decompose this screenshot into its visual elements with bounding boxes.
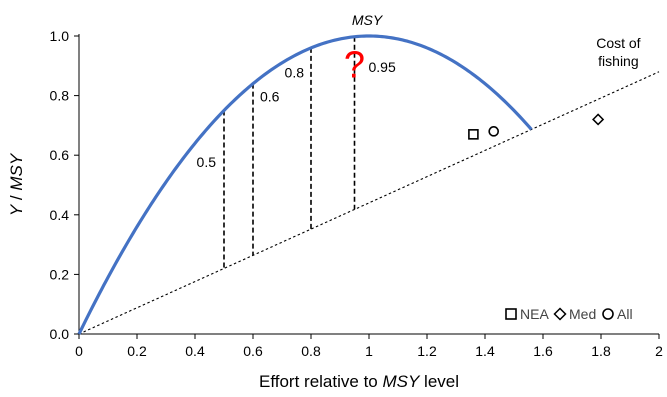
y-axis-title: Y / MSY	[7, 152, 26, 216]
y-tick-label: 0.6	[50, 147, 70, 163]
cost-of-fishing-line	[78, 71, 660, 335]
x-tick-label: 1.6	[533, 343, 553, 359]
y-tick-label: 0.2	[50, 266, 70, 282]
question-mark-icon: ?	[344, 45, 365, 87]
effort-level-label: 0.5	[197, 154, 217, 170]
y-tick-labels: 0.0 0.2 0.4 0.6 0.8 1.0	[50, 28, 70, 342]
x-tick-label: 0.6	[243, 343, 263, 359]
yield-curve	[77, 34, 533, 335]
legend-marker-nea	[505, 308, 517, 320]
x-tick-label: 2	[655, 343, 663, 359]
effort-level-label: 0.6	[260, 89, 280, 105]
msy-peak-label: MSY	[352, 12, 384, 28]
data-point-med	[592, 113, 605, 126]
x-axis-title: Effort relative to MSY level	[259, 372, 459, 391]
y-tick-label: 0.0	[50, 326, 70, 342]
yield-curve-line	[77, 34, 533, 335]
x-tick-label: 0	[75, 343, 83, 359]
x-tick-label: 0.8	[301, 343, 321, 359]
x-tick-label: 0.4	[185, 343, 205, 359]
data-point-nea	[468, 129, 479, 140]
y-tick-label: 0.8	[50, 88, 70, 104]
y-tick-label: 1.0	[50, 28, 70, 44]
data-point-all	[488, 126, 500, 137]
x-tick-label: 1.8	[591, 343, 611, 359]
cost-label-line2: fishing	[598, 53, 638, 69]
legend-label: Med	[569, 306, 596, 322]
x-tick-label: 1.2	[417, 343, 437, 359]
legend-label: NEA	[520, 306, 549, 322]
legend: NEA Med All	[505, 306, 633, 322]
legend-marker-all	[602, 308, 614, 320]
effort-drop-lines	[223, 36, 356, 269]
x-tick-label: 0.2	[127, 343, 147, 359]
x-tick-label: 1.4	[475, 343, 495, 359]
cost-label-line1: Cost of	[596, 35, 640, 51]
data-points	[468, 113, 605, 140]
legend-label: All	[617, 306, 633, 322]
effort-level-label: 0.95	[369, 59, 396, 75]
legend-marker-med	[553, 307, 567, 321]
effort-level-labels: 0.5 0.6 0.8 0.95	[197, 59, 396, 170]
effort-level-label: 0.8	[285, 65, 305, 81]
cost-line	[78, 71, 660, 335]
x-tick-label: 1	[365, 343, 373, 359]
axes	[74, 34, 660, 339]
y-tick-label: 0.4	[50, 207, 70, 223]
x-tick-labels: 0 0.2 0.4 0.6 0.8 1 1.2 1.4 1.6 1.8 2	[75, 343, 663, 359]
